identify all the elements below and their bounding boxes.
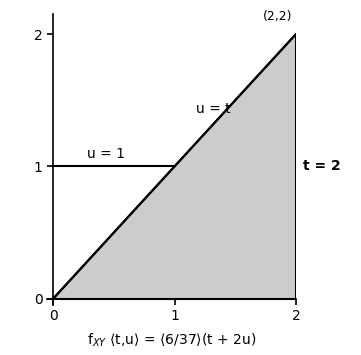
Text: t = 2: t = 2	[303, 159, 341, 173]
Text: u = t: u = t	[196, 102, 231, 116]
Polygon shape	[53, 34, 296, 299]
Text: (2,2): (2,2)	[263, 10, 292, 23]
X-axis label: f$_{XY}$ ⟨t,u⟩ = ⟨6/37⟩(t + 2u): f$_{XY}$ ⟨t,u⟩ = ⟨6/37⟩(t + 2u)	[87, 332, 256, 349]
Text: u = 1: u = 1	[87, 147, 125, 161]
